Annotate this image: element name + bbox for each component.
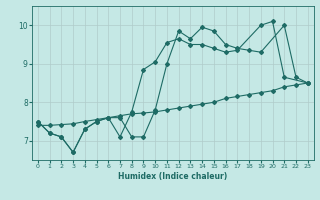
X-axis label: Humidex (Indice chaleur): Humidex (Indice chaleur) bbox=[118, 172, 228, 181]
